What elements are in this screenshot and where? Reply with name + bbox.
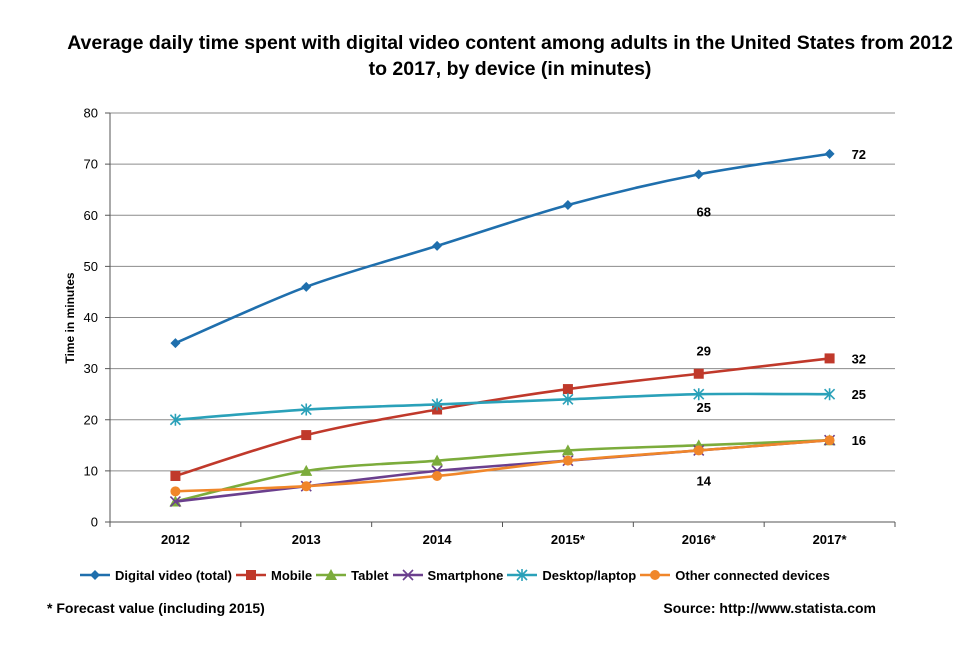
legend-swatch — [640, 570, 671, 580]
data-point — [562, 384, 573, 395]
series-other-connected-devices — [170, 435, 835, 497]
y-tick-label: 40 — [84, 310, 98, 325]
x-tick-label: 2015* — [551, 532, 586, 547]
legend-swatch — [236, 570, 266, 580]
data-point — [170, 486, 181, 497]
data-point — [562, 393, 574, 406]
legend-label: Tablet — [351, 567, 389, 583]
legend-label: Mobile — [271, 567, 313, 583]
legend-marker — [325, 569, 338, 580]
y-axis-label: Time in minutes — [63, 272, 77, 363]
footnote: * Forecast value (including 2015) — [47, 600, 265, 616]
legend-marker — [516, 569, 528, 581]
source-credit: Source: http://www.statista.com — [663, 600, 876, 616]
data-point — [432, 240, 443, 251]
legend-item: Mobile — [236, 568, 312, 583]
y-tick-label: 50 — [84, 259, 98, 274]
y-tick-label: 0 — [91, 515, 98, 530]
series-line — [175, 438, 830, 503]
series-layer — [169, 148, 836, 508]
legend-marker — [90, 570, 100, 580]
series-line — [175, 357, 830, 478]
y-tick-label: 60 — [84, 208, 98, 223]
series-desktop-laptop — [169, 388, 836, 426]
data-point — [170, 338, 181, 349]
data-label: 29 — [697, 344, 711, 359]
legend-swatch — [316, 569, 347, 580]
series-line — [174, 152, 830, 345]
data-label: 16 — [852, 433, 866, 448]
x-tick-label: 2017* — [813, 532, 848, 547]
x-tick-label: 2013 — [292, 532, 321, 547]
legend-label: Desktop/laptop — [542, 567, 637, 583]
x-tick-label: 2012 — [161, 532, 190, 547]
data-point — [693, 388, 705, 401]
legend-item: Tablet — [316, 567, 389, 583]
y-tick-label: 80 — [84, 106, 98, 121]
data-point — [169, 413, 181, 426]
data-point — [431, 398, 443, 411]
legend-swatch — [80, 570, 110, 580]
data-point — [693, 368, 704, 379]
data-point — [301, 281, 312, 292]
data-point — [300, 403, 312, 416]
legend-marker — [401, 569, 414, 581]
data-label: 72 — [852, 147, 866, 162]
data-point — [824, 388, 836, 401]
x-tick-label: 2014 — [423, 532, 453, 547]
y-tick-label: 10 — [84, 463, 98, 478]
data-label: 25 — [852, 387, 866, 402]
series-line — [175, 438, 830, 493]
data-label: 32 — [852, 351, 866, 366]
legend-swatch — [392, 569, 423, 581]
legend-item: Digital video (total) — [80, 568, 232, 583]
legend: Digital video (total) Mobile Tablet Smartph… — [80, 565, 900, 585]
data-labels: 72 68 29 32 25 25 16 14 — [697, 147, 867, 489]
data-point — [301, 481, 312, 492]
data-point — [562, 455, 573, 466]
data-point — [824, 435, 835, 446]
legend-item: Smartphone — [392, 567, 504, 583]
legend-marker — [246, 570, 256, 580]
data-point — [432, 470, 443, 481]
x-tick-label: 2016* — [682, 532, 717, 547]
data-point — [300, 464, 313, 476]
data-point — [301, 430, 312, 441]
data-label: 25 — [697, 400, 711, 415]
data-point — [693, 169, 704, 180]
legend-item: Other connected devices — [640, 568, 830, 583]
data-point — [693, 445, 704, 456]
axes: 0 10 20 30 40 50 60 70 80 2012 2013 2014 2015* 2016* 2… — [84, 106, 896, 547]
data-point — [562, 200, 573, 211]
y-tick-label: 30 — [84, 361, 98, 376]
data-point — [170, 470, 181, 481]
data-point — [824, 353, 835, 364]
legend-label: Other connected devices — [675, 567, 830, 583]
data-label: 14 — [697, 473, 712, 488]
legend-label: Smartphone — [427, 567, 504, 583]
legend-label: Digital video (total) — [115, 567, 232, 583]
y-tick-label: 20 — [84, 412, 98, 427]
data-point — [824, 148, 835, 159]
data-point — [169, 495, 181, 508]
series-line — [175, 392, 830, 422]
data-point — [561, 444, 574, 456]
data-label: 68 — [697, 204, 711, 219]
data-point — [431, 454, 444, 466]
series-mobile — [170, 353, 835, 481]
chart-title: Average daily time spent with digital vi… — [67, 32, 953, 80]
grid — [110, 112, 895, 472]
y-tick-label: 70 — [84, 157, 98, 172]
legend-marker — [650, 570, 661, 580]
legend-swatch — [507, 569, 538, 581]
legend-item: Desktop/laptop — [507, 568, 636, 583]
series-digital-video-total — [170, 148, 835, 349]
